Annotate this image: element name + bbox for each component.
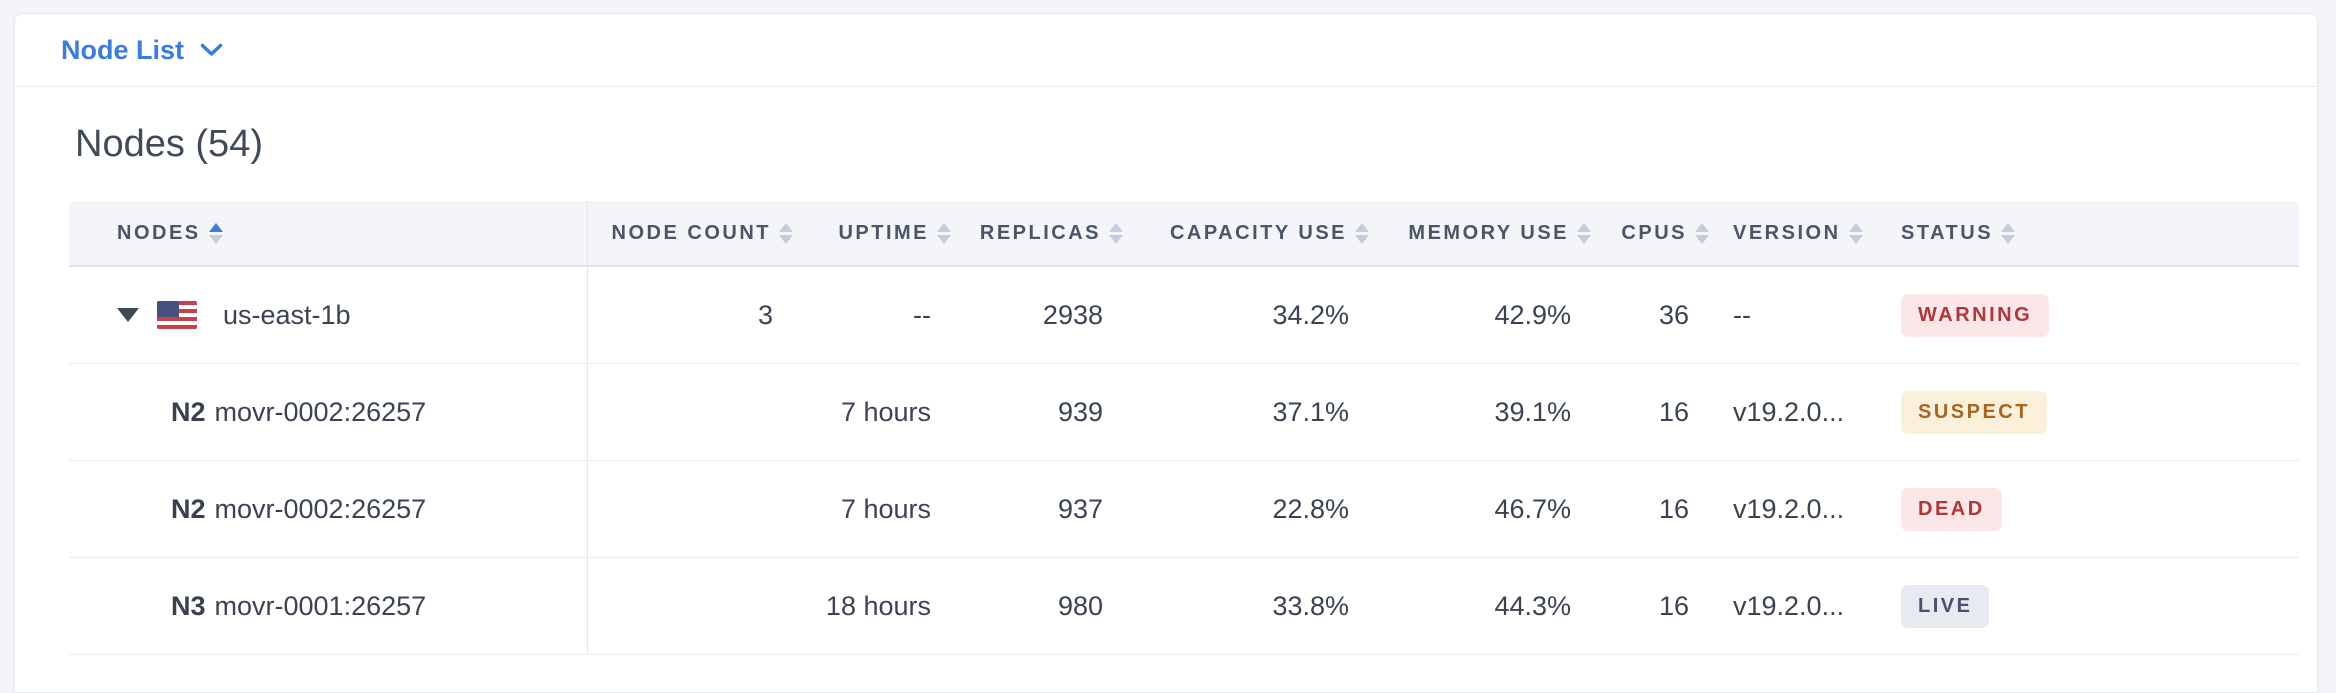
cell-capacity-use: 22.8%: [1131, 461, 1377, 558]
sort-icon: [779, 222, 793, 244]
column-label: VERSION: [1733, 221, 1841, 244]
column-label: CPUS: [1621, 221, 1687, 244]
cell-cpus: 36: [1599, 267, 1717, 364]
sort-icon: [1577, 222, 1591, 244]
view-dropdown[interactable]: Node List: [61, 35, 223, 66]
sort-icon: [1355, 222, 1369, 244]
sort-icon: [2001, 222, 2016, 244]
cell-uptime: 7 hours: [801, 364, 959, 461]
sort-icon: [208, 222, 223, 244]
region-row[interactable]: us-east-1b 3 -- 2938 34.2% 42.9% 36 -- W…: [69, 267, 2299, 364]
column-header-memory-use[interactable]: MEMORY USE: [1377, 201, 1599, 267]
column-label: NODES: [117, 221, 201, 244]
cell-memory-use: 39.1%: [1377, 364, 1599, 461]
cell-capacity-use: 37.1%: [1131, 364, 1377, 461]
cell-version: v19.2.0...: [1717, 558, 1885, 655]
cell-version: v19.2.0...: [1717, 461, 1885, 558]
column-label: STATUS: [1901, 221, 1994, 244]
cell-replicas: 939: [959, 364, 1131, 461]
cell-uptime: --: [801, 267, 959, 364]
cell-capacity-use: 33.8%: [1131, 558, 1377, 655]
cell-node-count: [588, 461, 801, 558]
cell-status: DEAD: [1885, 461, 2299, 558]
cell-memory-use: 46.7%: [1377, 461, 1599, 558]
cell-replicas: 937: [959, 461, 1131, 558]
column-header-uptime[interactable]: UPTIME: [801, 201, 959, 267]
sort-icon: [1109, 222, 1123, 244]
cell-memory-use: 42.9%: [1377, 267, 1599, 364]
cell-version: v19.2.0...: [1717, 364, 1885, 461]
column-header-status[interactable]: STATUS: [1885, 201, 2299, 267]
table-header-row: NODES NODE COUNT UPTIME: [69, 201, 2299, 267]
cell-status: SUSPECT: [1885, 364, 2299, 461]
status-badge: WARNING: [1901, 293, 2050, 337]
chevron-down-icon: [200, 43, 223, 56]
column-label: UPTIME: [838, 221, 929, 244]
column-header-replicas[interactable]: REPLICAS: [959, 201, 1131, 267]
cell-version: --: [1717, 267, 1885, 364]
cell-memory-use: 44.3%: [1377, 558, 1599, 655]
cell-cpus: 16: [1599, 558, 1717, 655]
node-row[interactable]: N3 movr-0001:26257 18 hours 980 33.8% 44.…: [69, 558, 2299, 655]
node-address: movr-0002:26257: [214, 493, 427, 524]
cell-capacity-use: 34.2%: [1131, 267, 1377, 364]
cell-uptime: 18 hours: [801, 558, 959, 655]
column-header-version[interactable]: VERSION: [1717, 201, 1885, 267]
card-body: Nodes (54) NODES NODE: [15, 121, 2317, 655]
node-address: movr-0002:26257: [214, 396, 427, 427]
node-id: N3: [171, 590, 206, 621]
sort-icon: [937, 222, 951, 244]
sort-icon: [1848, 222, 1863, 244]
node-address: movr-0001:26257: [214, 590, 427, 621]
topbar: Node List: [15, 14, 2317, 87]
page-title: Nodes (54): [75, 123, 263, 165]
cell-node-count: [588, 558, 801, 655]
cell-status: WARNING: [1885, 267, 2299, 364]
node-row[interactable]: N2 movr-0002:26257 7 hours 937 22.8% 46.7…: [69, 461, 2299, 558]
column-label: CAPACITY USE: [1169, 221, 1347, 244]
status-badge: SUSPECT: [1901, 390, 2047, 434]
column-header-node-count[interactable]: NODE COUNT: [588, 201, 801, 267]
column-label: MEMORY USE: [1408, 221, 1569, 244]
region-name: us-east-1b: [223, 299, 351, 330]
cell-uptime: 7 hours: [801, 461, 959, 558]
status-badge: DEAD: [1901, 487, 2002, 531]
cell-replicas: 980: [959, 558, 1131, 655]
cell-node-count: [588, 364, 801, 461]
us-flag-icon: [157, 301, 197, 329]
column-header-cpus[interactable]: CPUS: [1599, 201, 1717, 267]
cell-status: LIVE: [1885, 558, 2299, 655]
node-id: N2: [171, 493, 206, 524]
nodes-table: NODES NODE COUNT UPTIME: [69, 201, 2299, 655]
node-row[interactable]: N2 movr-0002:26257 7 hours 939 37.1% 39.1…: [69, 364, 2299, 461]
column-header-capacity-use[interactable]: CAPACITY USE: [1131, 201, 1377, 267]
status-badge: LIVE: [1901, 584, 1990, 628]
cell-cpus: 16: [1599, 461, 1717, 558]
node-list-card: Node List Nodes (54) NODES: [14, 13, 2318, 693]
cell-replicas: 2938: [959, 267, 1131, 364]
sort-icon: [1695, 222, 1709, 244]
node-id: N2: [171, 396, 206, 427]
column-header-nodes[interactable]: NODES: [69, 201, 588, 267]
cell-cpus: 16: [1599, 364, 1717, 461]
cell-node-count: 3: [588, 267, 801, 364]
column-label: REPLICAS: [979, 221, 1101, 244]
view-dropdown-label: Node List: [61, 34, 185, 65]
collapse-caret-icon[interactable]: [117, 308, 139, 322]
column-label: NODE COUNT: [611, 221, 771, 244]
